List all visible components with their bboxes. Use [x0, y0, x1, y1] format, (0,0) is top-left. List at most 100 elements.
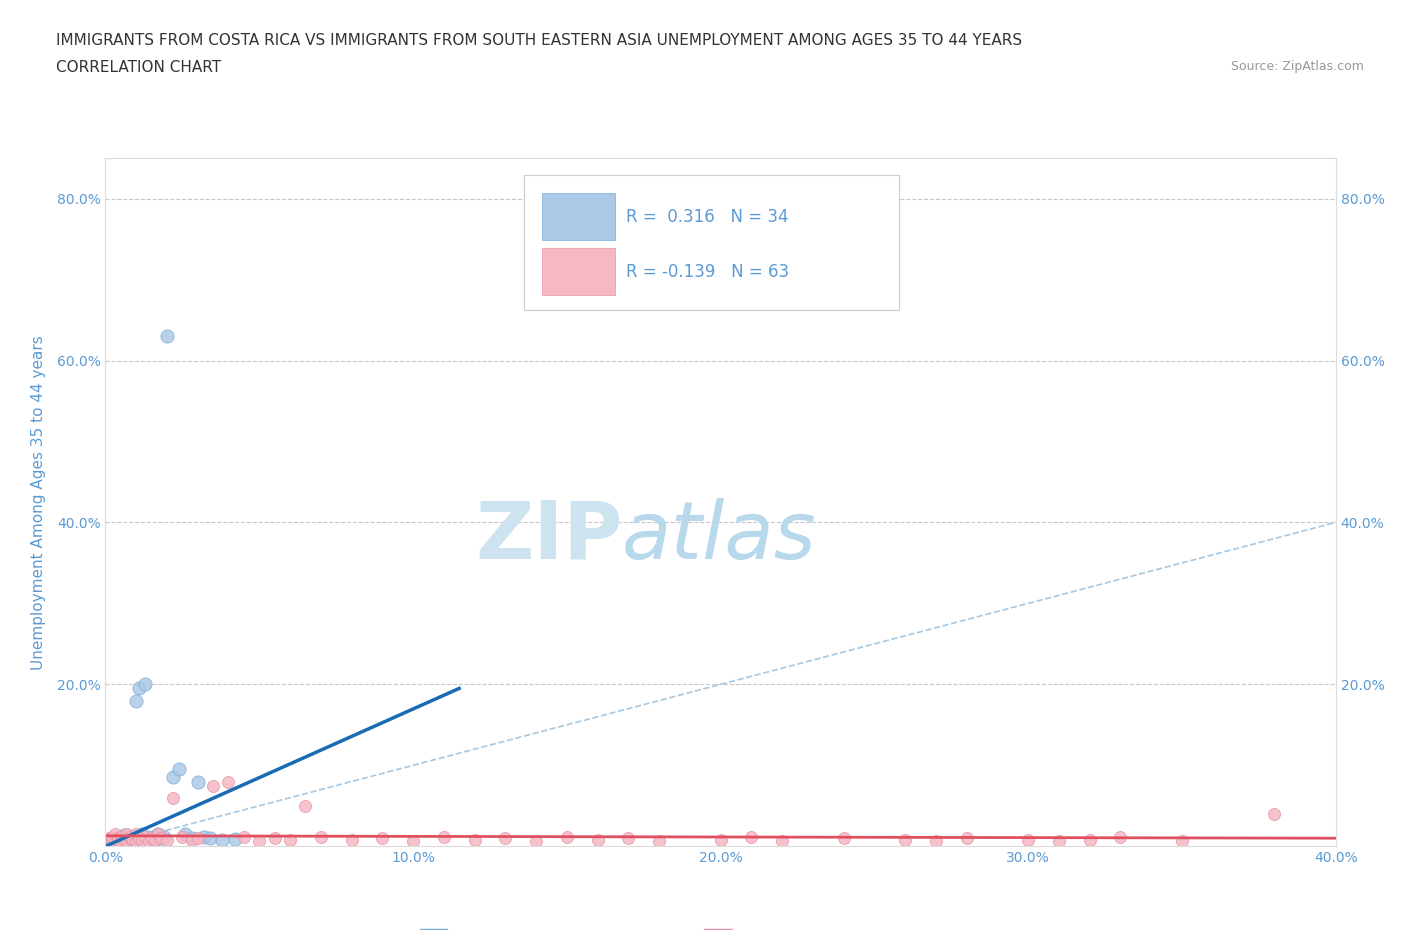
Point: [402, 834, 425, 849]
Point: [115, 827, 138, 842]
Text: R = -0.139   N = 63: R = -0.139 N = 63: [626, 262, 789, 281]
Point: [263, 830, 285, 845]
Point: [112, 832, 135, 847]
Point: [156, 329, 179, 344]
Legend: Immigrants from Costa Rica, Immigrants from South Eastern Asia: Immigrants from Costa Rica, Immigrants f…: [413, 923, 1028, 930]
Point: [122, 830, 145, 844]
Point: [125, 827, 148, 842]
Point: [97, 835, 120, 850]
Point: [146, 827, 169, 842]
Point: [143, 832, 166, 847]
Point: [115, 830, 138, 845]
Point: [107, 832, 129, 847]
Point: [174, 827, 197, 842]
Point: [110, 835, 132, 850]
Point: [107, 830, 129, 845]
Point: [128, 681, 150, 696]
Point: [1047, 834, 1070, 849]
Text: R =  0.316   N = 34: R = 0.316 N = 34: [626, 207, 789, 226]
Point: [586, 832, 609, 847]
Point: [1017, 832, 1039, 847]
Point: [218, 774, 240, 789]
Point: [141, 830, 163, 844]
Point: [555, 830, 578, 844]
Point: [104, 827, 127, 842]
Point: [112, 828, 135, 843]
Point: [131, 832, 153, 847]
Point: [832, 830, 855, 845]
Point: [169, 762, 191, 777]
Point: [131, 827, 153, 842]
Point: [110, 834, 132, 849]
Point: [107, 830, 129, 844]
FancyBboxPatch shape: [543, 248, 614, 296]
Point: [294, 798, 316, 813]
Point: [340, 832, 363, 847]
Point: [146, 827, 169, 842]
Point: [494, 830, 516, 845]
Point: [193, 830, 215, 844]
Point: [187, 830, 209, 845]
Point: [162, 790, 184, 805]
Point: [202, 778, 225, 793]
Text: Source: ZipAtlas.com: Source: ZipAtlas.com: [1230, 60, 1364, 73]
Point: [162, 770, 184, 785]
Point: [143, 832, 166, 847]
Point: [464, 832, 486, 847]
Point: [149, 830, 172, 845]
Point: [153, 830, 176, 844]
Point: [134, 830, 156, 844]
Point: [120, 830, 141, 844]
Point: [110, 830, 132, 844]
Point: [180, 832, 202, 847]
Point: [107, 833, 129, 848]
Point: [110, 831, 132, 846]
Point: [211, 832, 233, 847]
FancyBboxPatch shape: [524, 176, 898, 310]
Point: [134, 677, 156, 692]
Point: [122, 832, 145, 847]
Point: [104, 834, 127, 849]
Point: [100, 832, 122, 847]
Point: [187, 774, 209, 789]
Point: [710, 832, 733, 847]
Point: [104, 834, 127, 849]
FancyBboxPatch shape: [543, 193, 614, 240]
Point: [112, 832, 135, 847]
Text: CORRELATION CHART: CORRELATION CHART: [56, 60, 221, 75]
Point: [232, 830, 254, 844]
Text: atlas: atlas: [621, 498, 817, 576]
Point: [925, 834, 948, 849]
Point: [1171, 834, 1194, 849]
Point: [1109, 830, 1132, 844]
Point: [180, 830, 202, 845]
Point: [138, 834, 160, 849]
Point: [224, 831, 246, 846]
Point: [770, 834, 793, 849]
Point: [172, 830, 194, 844]
Point: [104, 830, 127, 845]
Point: [956, 830, 979, 845]
Point: [1263, 806, 1285, 821]
Point: [125, 832, 148, 847]
Point: [617, 830, 640, 845]
Point: [100, 832, 122, 847]
Point: [740, 830, 762, 844]
Point: [198, 830, 221, 845]
Point: [247, 834, 270, 849]
Point: [149, 830, 172, 845]
Point: [112, 830, 135, 845]
Point: [120, 830, 141, 845]
Point: [97, 830, 120, 845]
Point: [115, 834, 138, 849]
Point: [100, 830, 122, 844]
Point: [120, 834, 141, 849]
Point: [138, 830, 160, 845]
Point: [648, 834, 671, 849]
Text: IMMIGRANTS FROM COSTA RICA VS IMMIGRANTS FROM SOUTH EASTERN ASIA UNEMPLOYMENT AM: IMMIGRANTS FROM COSTA RICA VS IMMIGRANTS…: [56, 33, 1022, 47]
Point: [894, 832, 917, 847]
Point: [278, 832, 301, 847]
Text: ZIP: ZIP: [475, 498, 621, 576]
Point: [371, 830, 394, 845]
Point: [309, 830, 332, 844]
